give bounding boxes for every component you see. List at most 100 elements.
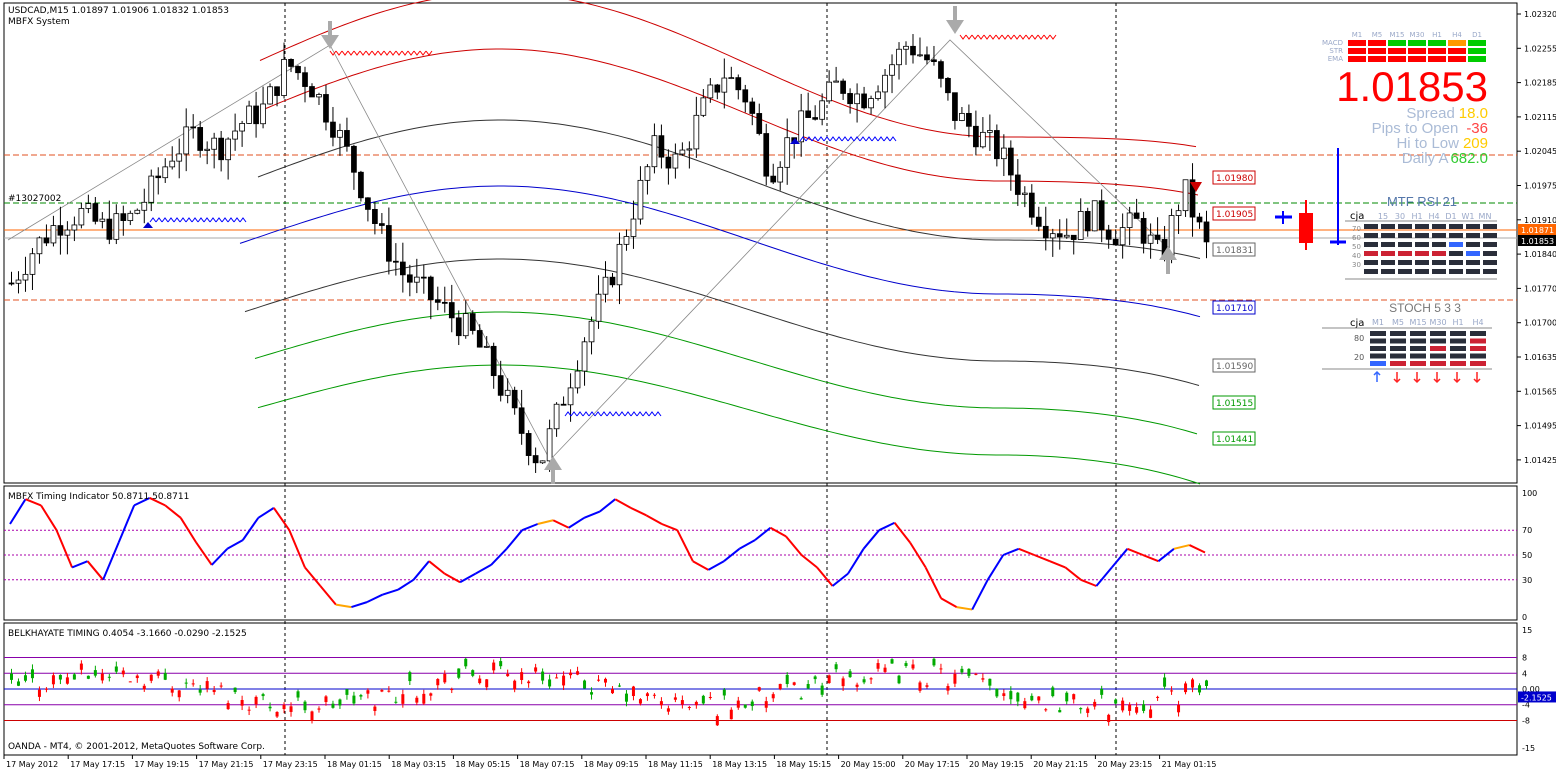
belk-axis-label: -8 [1522, 716, 1530, 725]
signal-mark [1043, 34, 1051, 40]
bull-candle [316, 94, 322, 98]
belk-axis-label: 0.00 [1522, 685, 1540, 694]
belk-bar-down [604, 678, 608, 683]
signal-mark [588, 411, 596, 417]
current-price-a: 1.01871 [1521, 226, 1554, 235]
timing-segment [490, 548, 508, 566]
level-label-5: 1.01515 [1216, 399, 1253, 409]
bull-candle [651, 135, 658, 168]
bear-candle [323, 94, 329, 123]
stoch-cell [1430, 361, 1446, 366]
bear-candle [455, 317, 462, 337]
stoch-cell [1410, 331, 1426, 336]
bear-candle [420, 276, 427, 279]
bull-candle [980, 131, 986, 148]
belk-bar-down [401, 694, 405, 704]
bear-candle [714, 84, 721, 93]
timing-segment [583, 510, 601, 519]
signal-mark [576, 411, 584, 417]
bull-candle [602, 276, 609, 295]
belk-bar-down [429, 693, 433, 696]
signal-mark [823, 136, 831, 142]
bear-candle [560, 403, 567, 406]
signal-mark [594, 411, 602, 417]
rsi-cell [1364, 233, 1378, 238]
belk-bar-up [1030, 695, 1034, 701]
timing-segment [1142, 554, 1159, 563]
timing-segment [86, 560, 104, 581]
signal-mark [1013, 34, 1021, 40]
timing-segment [149, 497, 166, 507]
time-tick-label: 21 May 01:15 [1162, 760, 1217, 769]
belk-bar-up [701, 695, 705, 704]
belk-bar-up [30, 669, 34, 679]
belk-bar-down [79, 663, 83, 670]
belk-bar-down [883, 667, 887, 672]
main-price-panel[interactable] [3, 2, 1518, 484]
rsi-cell [1415, 224, 1429, 229]
rsi-tf: 15 [1378, 212, 1388, 221]
belk-bar-up [408, 672, 412, 682]
bear-candle [805, 110, 812, 118]
belk-bar-up [967, 668, 971, 676]
bull-candle [337, 130, 343, 138]
regression-band-3 [239, 185, 1201, 318]
signal-mark [606, 411, 614, 417]
price-tick-label: 1.02115 [1524, 113, 1556, 122]
belk-bar-down [771, 694, 775, 699]
belk-bar-down [708, 696, 712, 698]
belk-bar-down [638, 699, 642, 704]
time-tick-label: 17 May 19:15 [134, 760, 189, 769]
dash-cell [1348, 56, 1366, 62]
time-tick-label: 18 May 11:15 [648, 760, 703, 769]
bear-candle [770, 175, 777, 183]
signal-mark [811, 136, 819, 142]
rsi-cell [1432, 269, 1446, 274]
timing-segment [831, 572, 849, 587]
bull-candle [1049, 233, 1056, 239]
timing-segment [40, 504, 58, 531]
bull-candle [679, 149, 686, 155]
signal-mark [329, 50, 337, 56]
belk-bar-up [184, 682, 188, 684]
stoch-cell [1410, 361, 1426, 366]
belk-current-box [1518, 691, 1556, 703]
timing-segment [986, 554, 1005, 581]
belk-bar-down [289, 706, 293, 712]
stoch-arrow-head [1433, 378, 1441, 384]
rsi-cell [1483, 224, 1497, 229]
bull-candle [267, 86, 273, 105]
belk-bar-up [345, 689, 349, 695]
timing-segment [1111, 548, 1129, 569]
bear-candle [427, 276, 434, 301]
bear-candle [253, 105, 259, 125]
belk-bar-up [114, 666, 118, 672]
bull-candle [889, 64, 895, 76]
bear-candle [302, 72, 308, 87]
bear-candle [365, 197, 371, 210]
bull-candle [959, 112, 965, 121]
belk-bar-down [939, 668, 943, 670]
belk-bar-up [995, 688, 999, 697]
signal-mark [377, 50, 385, 56]
stoch-cell [1450, 331, 1466, 336]
signal-mark [365, 50, 373, 56]
bear-candle [351, 145, 357, 173]
belk-bar-up [904, 663, 908, 666]
rsi-cell [1483, 242, 1497, 247]
stoch-cell [1450, 353, 1466, 359]
spread-label: Spread 18.0 [1406, 105, 1488, 122]
time-tick-label: 17 May 21:15 [199, 760, 254, 769]
stoch-cell [1370, 353, 1386, 359]
bull-candle [987, 130, 993, 133]
price-tick-label: 1.02255 [1524, 44, 1556, 53]
belk-bar-up [1009, 691, 1013, 700]
belk-bar-up [722, 689, 726, 696]
signal-mark [227, 217, 235, 223]
belk-bar-down [911, 664, 915, 669]
rsi-cell [1398, 242, 1412, 247]
rsi-cell [1432, 242, 1446, 247]
dash-tf-H4: H4 [1452, 31, 1462, 39]
timing-panel[interactable] [3, 485, 1518, 621]
